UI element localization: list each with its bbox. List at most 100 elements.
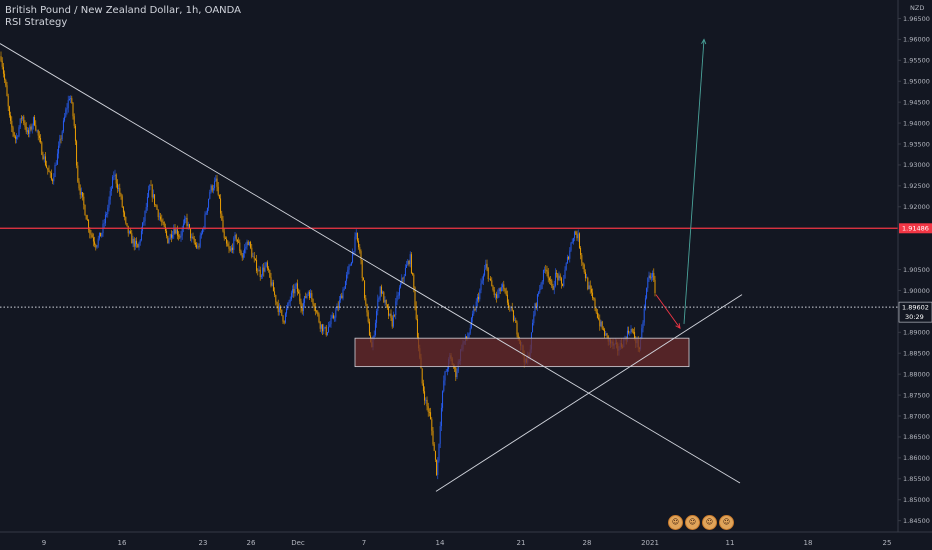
candle-body: [281, 309, 283, 316]
candle-body: [594, 299, 596, 309]
candle-body: [119, 188, 121, 195]
candle-body: [17, 136, 19, 137]
candle-body: [512, 310, 514, 321]
y-tick-label: 1.95500: [903, 57, 930, 65]
candle-body: [41, 142, 43, 155]
candle-body: [548, 278, 550, 281]
candle-body: [211, 185, 213, 191]
candle-body: [104, 214, 106, 224]
candle-body: [112, 176, 114, 189]
candle-body: [38, 135, 40, 138]
candle-body: [12, 127, 14, 133]
candle-body: [414, 287, 416, 307]
candle-body: [196, 244, 198, 248]
candle-body: [215, 178, 217, 182]
y-tick-label: 1.87000: [903, 412, 930, 420]
candle-body: [499, 288, 501, 292]
candle-body: [425, 399, 427, 401]
candle-body: [125, 216, 127, 224]
candle-body: [287, 303, 289, 309]
candle-body: [486, 263, 488, 268]
candle-body: [322, 324, 324, 332]
y-tick-label: 1.90500: [903, 266, 930, 274]
candle-body: [56, 153, 58, 165]
candle-body: [379, 286, 381, 298]
candle-body: [554, 272, 556, 286]
candle-body: [13, 132, 15, 137]
candle-body: [433, 444, 435, 451]
candle-body: [160, 216, 162, 220]
candle-body: [650, 277, 652, 279]
candle-body: [581, 255, 583, 263]
candle-body: [580, 247, 582, 256]
candle-body: [234, 234, 236, 238]
candle-body: [442, 391, 444, 408]
y-tick-label: 1.87500: [903, 391, 930, 399]
candle-body: [318, 314, 320, 323]
candle-body: [563, 278, 565, 286]
candle-body: [602, 328, 604, 330]
candle-body: [280, 306, 282, 310]
candle-body: [553, 285, 555, 290]
candle-body: [604, 329, 606, 336]
candle-body: [434, 450, 436, 460]
candle-body: [37, 130, 39, 136]
candle-body: [600, 321, 602, 327]
candle-body: [227, 243, 229, 247]
candle-body: [210, 185, 212, 193]
candle-body: [383, 292, 385, 303]
candle-body: [4, 73, 6, 80]
candle-body: [354, 236, 356, 252]
candle-body: [349, 265, 351, 267]
candle-body: [161, 219, 163, 222]
candle-body: [58, 145, 60, 154]
candle-body: [259, 269, 261, 278]
reaction-icon[interactable]: ☺: [668, 515, 683, 530]
candle-body: [644, 298, 646, 309]
reaction-icon[interactable]: ☺: [685, 515, 700, 530]
candle-body: [408, 260, 410, 265]
candle-body: [247, 241, 249, 246]
reaction-icon[interactable]: ☺: [719, 515, 734, 530]
candle-body: [509, 306, 511, 308]
demand-zone-box: [354, 337, 690, 368]
candle-body: [85, 215, 87, 220]
candle-body: [367, 312, 369, 322]
candle-body: [288, 301, 290, 304]
candle-body: [444, 371, 446, 381]
reaction-icon[interactable]: ☺: [702, 515, 717, 530]
candle-body: [352, 251, 354, 263]
reaction-icons[interactable]: ☺ ☺ ☺ ☺: [668, 515, 734, 530]
candle-body: [574, 231, 576, 238]
candle-body: [186, 217, 188, 226]
candle-body: [97, 238, 99, 246]
candle-body: [138, 242, 140, 248]
candle-body: [562, 283, 564, 286]
candle-body: [466, 336, 468, 339]
candle-body: [377, 299, 379, 312]
candle-body: [490, 278, 492, 281]
candle-body: [140, 230, 142, 241]
candle-body: [68, 99, 70, 101]
candle-body: [168, 239, 170, 244]
candle-body: [481, 280, 483, 284]
candle-body: [282, 315, 284, 322]
candle-body: [482, 275, 484, 281]
candle-body: [149, 184, 151, 190]
candle-body: [173, 229, 175, 235]
candle-body: [443, 380, 445, 392]
candle-body: [430, 412, 432, 420]
candle-body: [220, 198, 222, 214]
candle-body: [583, 264, 585, 273]
candle-body: [556, 272, 558, 274]
candle-body: [478, 296, 480, 300]
candle-body: [133, 238, 135, 247]
candle-body: [275, 294, 277, 303]
candle-body: [241, 255, 243, 258]
candle-body: [629, 332, 631, 333]
candle-body: [438, 443, 440, 461]
candle-body: [560, 278, 562, 284]
candle-body: [362, 277, 364, 281]
